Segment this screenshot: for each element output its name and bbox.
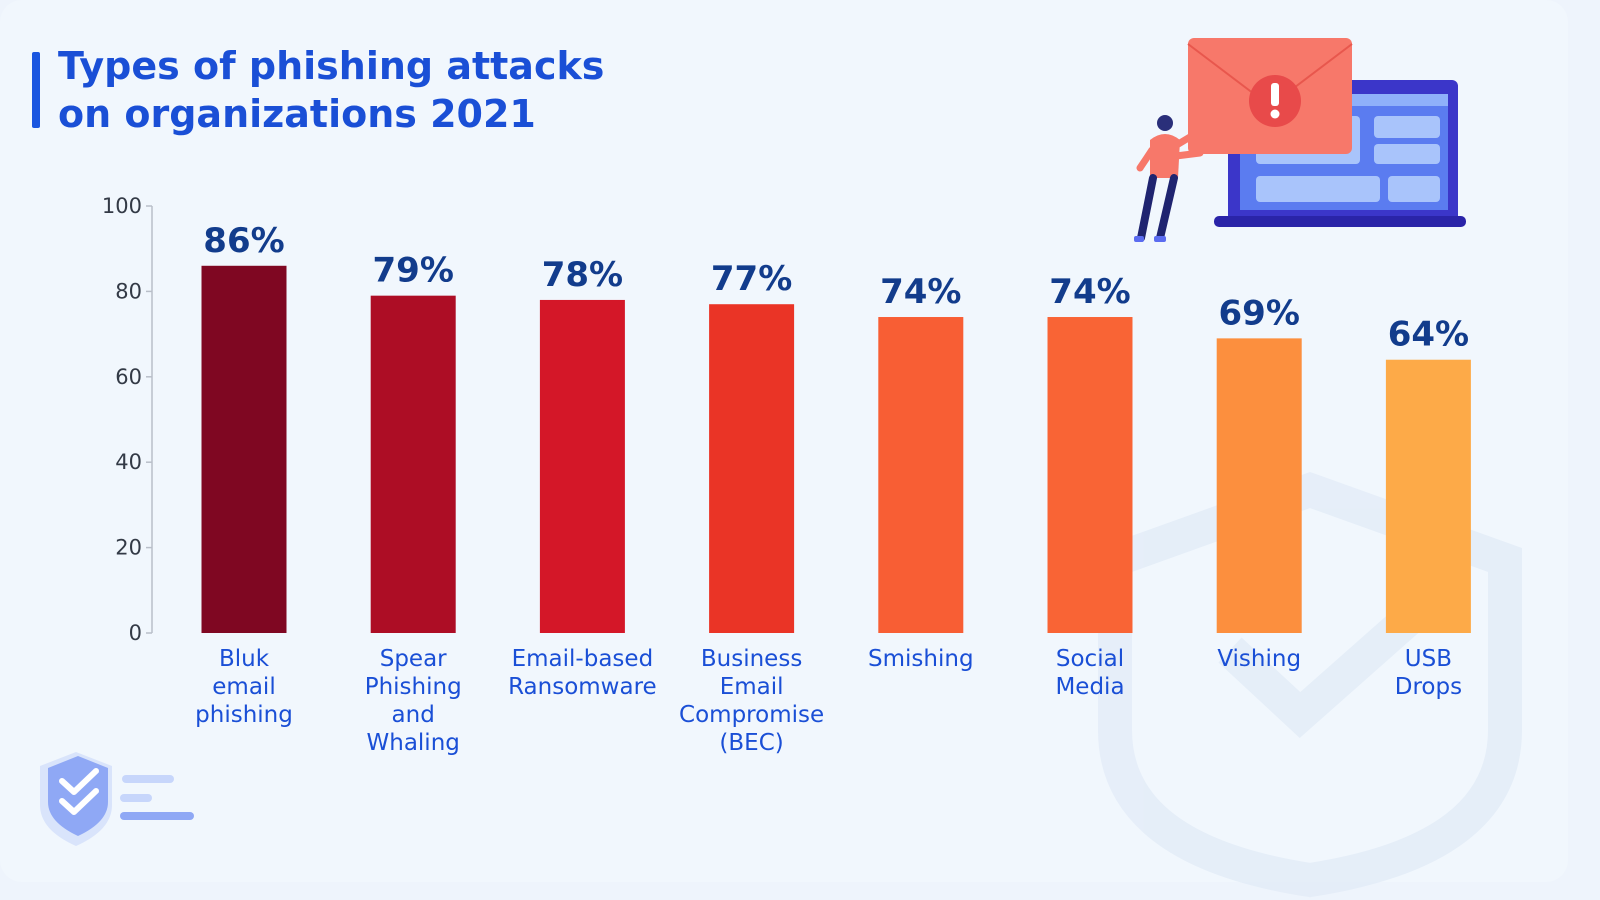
title-line-2: on organizations 2021 [58,92,536,136]
x-category-label-line: Whaling [367,730,460,756]
bar-value-label: 74% [880,272,961,312]
x-category-label: Smishing [868,646,974,672]
x-category-label-line: Business [701,646,802,672]
x-category-label-line: Vishing [1217,646,1301,672]
shield-check-logo-icon [40,752,194,846]
y-tick-label: 100 [102,194,142,218]
alert-envelope-icon [1187,38,1353,154]
bar [201,265,287,633]
bar [1385,359,1471,633]
x-category-label-line: Ransomware [508,674,657,700]
y-tick-label: 80 [115,279,142,303]
x-category-label-line: Email-based [512,646,654,672]
x-category-label-line: Spear [380,646,447,672]
x-category-label: Social Media [1055,646,1124,700]
x-category-label-line: email [212,674,275,700]
x-category-label-line: Drops [1395,674,1462,700]
y-tick-label: 40 [115,450,142,474]
bar-value-label: 86% [203,221,284,261]
person-icon [1134,115,1204,242]
bar-value-label: 64% [1388,315,1469,355]
bar [370,295,456,633]
x-category-label-line: (BEC) [719,730,783,756]
bar [1216,338,1302,633]
page-title: Types of phishing attacks on organizatio… [58,42,658,138]
bar-value-label: 74% [1049,272,1130,312]
x-category-label-line: Compromise [679,702,824,728]
alert-illustration [1134,38,1466,242]
x-category-label-line: Bluk [219,646,270,672]
y-tick-label: 0 [129,621,142,645]
shield-watermark-icon [1098,471,1522,898]
x-category-label-line: Phishing [365,674,462,700]
bar-value-label: 69% [1219,293,1300,333]
y-tick-label: 60 [115,365,142,389]
bar [539,299,625,633]
x-category-label-line: Social [1056,646,1124,672]
x-category-label: Email-based Ransomware [508,646,657,700]
x-category-label: USB Drops [1395,646,1462,700]
x-category-label: Business Email Compromise (BEC) [679,646,824,756]
bars: 86% Bluk email phishing 79% Spear Phishing and W… [195,221,1471,756]
x-category-label: Bluk email phishing [195,646,293,728]
bar-value-label: 77% [711,259,792,299]
title-accent-bar [32,52,40,128]
bar [878,317,964,633]
bar [709,304,795,633]
bar [1047,317,1133,633]
title-line-1: Types of phishing attacks [58,44,605,88]
x-category-label-line: Email [720,674,784,700]
y-axis: 0 20 40 60 80 100 [102,194,153,645]
x-category-label-line: Media [1055,674,1124,700]
x-category-label: Vishing [1217,646,1301,672]
bar-value-label: 79% [373,251,454,291]
x-category-label-line: phishing [195,702,293,728]
x-category-label: Spear Phishing and Whaling [365,646,462,756]
bar-value-label: 78% [542,255,623,295]
y-tick-label: 20 [115,536,142,560]
x-category-label-line: Smishing [868,646,974,672]
x-category-label-line: USB [1405,646,1452,672]
x-category-label-line: and [392,702,435,728]
